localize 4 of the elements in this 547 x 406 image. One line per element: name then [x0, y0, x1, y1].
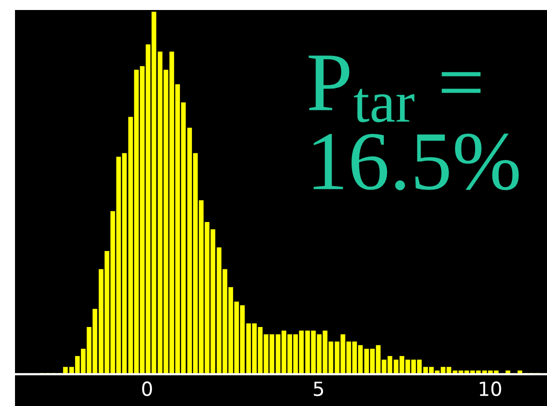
x-tick-label: 5 [314, 382, 324, 396]
x-tick-label: 0 [142, 381, 152, 396]
annotation: P$_{tar}$ = 16.5% [308, 56, 519, 190]
x-tick-label: 10 [480, 381, 502, 396]
